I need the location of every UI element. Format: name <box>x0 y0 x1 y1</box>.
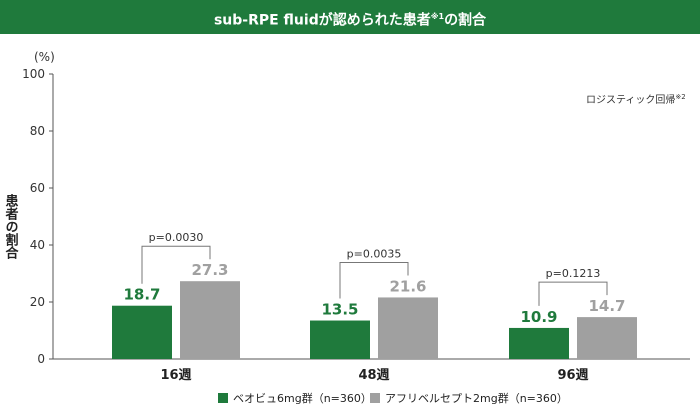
chart-title-suffix: の割合 <box>444 12 487 29</box>
legend-swatch-1 <box>370 393 380 403</box>
x-category-label-1: 48週 <box>358 368 389 383</box>
data-label-aflibercept-1: 21.6 <box>389 277 426 295</box>
bar-beovu-2 <box>509 327 569 359</box>
y-tick-label-5: 100 <box>22 67 45 81</box>
pvalue-bracket-1 <box>339 261 409 299</box>
y-axis-label: 患者の割合 <box>3 193 20 260</box>
bar-aflibercept-1 <box>378 297 438 359</box>
pvalue-label-0: p=0.0030 <box>149 231 204 244</box>
data-label-beovu-1: 13.5 <box>321 301 358 319</box>
method-note: ロジスティック回帰※2 <box>586 93 686 106</box>
legend-label-0: ベオビュ6mg群（n=360） <box>233 391 372 405</box>
y-tick-label-0: 0 <box>37 352 45 366</box>
legend-label-1: アフリベルセプト2mg群（n=360） <box>385 391 568 405</box>
pvalue-bracket-0 <box>141 245 211 284</box>
data-label-beovu-0: 18.7 <box>123 286 160 304</box>
bar-chart: (%) 0 20 40 60 80 100 患者の割合 18.7 27.3 p=0.0030 16週 1… <box>3 50 690 405</box>
legend-swatch-0 <box>218 393 228 403</box>
bar-aflibercept-2 <box>577 317 637 359</box>
data-label-aflibercept-0: 27.3 <box>191 261 228 279</box>
bar-beovu-0 <box>112 305 172 359</box>
x-category-label-2: 96週 <box>557 368 588 383</box>
data-label-aflibercept-2: 14.7 <box>588 297 625 315</box>
chart-title-banner: sub-RPE fluidが認められた患者※1の割合 <box>0 0 700 34</box>
y-tick-label-2: 40 <box>30 238 45 252</box>
pvalue-label-1: p=0.0035 <box>347 247 402 260</box>
pvalue-bracket-2 <box>538 281 608 306</box>
y-axis-unit: (%) <box>34 50 55 64</box>
chart-title: sub-RPE fluidが認められた患者 <box>213 12 431 29</box>
pvalue-label-2: p=0.1213 <box>546 267 601 280</box>
title-footnote-mark: ※1 <box>430 12 445 21</box>
method-note-mark: ※2 <box>675 93 685 101</box>
bar-beovu-1 <box>310 320 370 359</box>
data-label-beovu-2: 10.9 <box>520 308 557 326</box>
y-tick-label-4: 80 <box>30 124 45 138</box>
y-tick-label-1: 20 <box>30 295 45 309</box>
y-tick-label-3: 60 <box>30 181 45 195</box>
bar-aflibercept-0 <box>180 281 240 359</box>
x-category-label-0: 16週 <box>160 368 191 383</box>
